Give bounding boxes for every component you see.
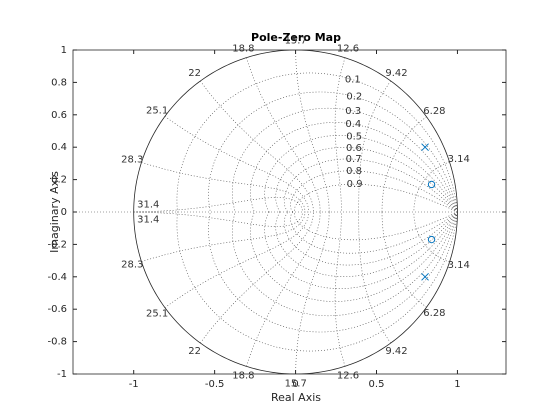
y-tick-label: -0.4 [47,272,67,283]
frequency-label: 9.42 [385,346,407,357]
frequency-grid-line [413,161,450,213]
frequency-grid-line [381,116,427,213]
y-tick-label: 0.2 [51,175,67,186]
damping-grid-line [275,211,458,277]
frequency-grid-line [381,211,427,308]
y-tick-label: -0.8 [47,337,67,348]
frequency-grid-line [133,211,303,227]
frequency-grid-line [133,197,303,213]
damping-label: 0.6 [346,143,362,154]
damping-grid-line [232,211,458,317]
frequency-grid-line [295,211,330,374]
frequency-grid-line [246,57,321,213]
frequency-label: 15.7 [285,379,307,390]
damping-label: 0.4 [345,119,361,130]
damping-grid-line [264,211,458,289]
x-tick-label: -0.5 [205,379,225,390]
damping-grid-line [283,211,458,266]
frequency-label: 15.7 [285,35,307,46]
x-axis-label: Real Axis [271,391,321,404]
zero-marker [427,180,436,189]
frequency-label: 28.3 [121,260,143,271]
y-tick-label: 0.8 [51,77,67,88]
frequency-label: 31.4 [137,200,159,211]
frequency-grid-line [246,211,321,367]
y-tick-label: -0.2 [47,239,67,250]
frequency-label: 18.8 [232,371,254,382]
frequency-label: 3.14 [448,260,470,271]
damping-label: 0.5 [346,131,362,142]
damping-label: 0.7 [346,154,362,165]
frequency-label: 12.6 [337,44,359,55]
frequency-grid-line [200,80,314,213]
x-tick-label: 1 [454,379,460,390]
frequency-label: 22 [188,346,201,357]
frequency-label: 12.6 [337,370,359,381]
y-tick-label: -1 [57,369,67,380]
frequency-label: 25.1 [146,308,168,319]
y-tick-label: -0.6 [47,304,67,315]
damping-label: 0.8 [346,166,362,177]
frequency-grid-line [141,162,306,213]
frequency-grid-line [358,80,392,213]
damping-label: 0.3 [345,106,361,117]
frequency-label: 18.8 [232,43,254,54]
zero-marker [427,235,436,244]
frequency-label: 25.1 [146,106,168,117]
pole-marker [421,272,429,281]
x-tick-label: 0.5 [369,379,385,390]
damping-label: 0.1 [345,75,361,86]
frequency-grid-line [334,211,346,367]
y-tick-label: 0 [61,207,67,218]
damping-grid-line [208,91,458,213]
y-axis-label: Imaginary Axis [48,171,61,253]
y-tick-label: 0.6 [51,110,67,121]
damping-grid-line [290,211,458,254]
x-tick-label: 0 [292,379,298,390]
damping-grid-line [264,135,458,213]
frequency-grid-line [334,57,346,213]
frequency-label: 6.28 [423,106,445,117]
frequency-label: 28.3 [121,154,143,165]
damping-grid-line [290,170,458,213]
frequency-grid-line [141,211,306,262]
damping-grid-line [275,147,458,213]
frequency-grid-line [413,211,450,263]
damping-label: 0.2 [346,92,362,103]
frequency-label: 22 [188,68,201,79]
damping-grid-line [232,107,458,213]
frequency-label: 6.28 [423,308,445,319]
frequency-label: 9.42 [385,68,407,79]
chart-title: Pole-Zero Map [251,31,341,44]
frequency-grid-line [295,50,330,213]
grid-layer [73,50,506,374]
pole-marker [421,143,429,152]
damping-label: 0.9 [347,179,363,190]
damping-grid-line [283,158,458,213]
y-tick-label: 1 [61,45,67,56]
frequency-label: 3.14 [448,154,470,165]
y-tick-label: 0.4 [51,142,67,153]
damping-grid-line [208,211,458,333]
x-tick-label: -1 [129,379,139,390]
frequency-label: 31.4 [137,214,159,225]
frequency-grid-line [200,211,314,344]
frequency-grid-line [358,211,392,344]
